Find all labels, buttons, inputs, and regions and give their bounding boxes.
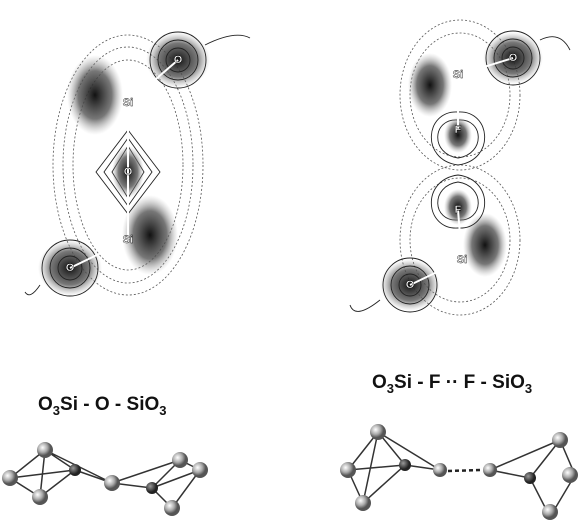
caption-left: O3Si - O - SiO3 xyxy=(38,394,166,418)
density-map-left: O Si O Si O xyxy=(25,32,250,296)
atom-label: O xyxy=(174,54,183,66)
density-map-right: O Si F F Si O xyxy=(350,20,570,315)
molecule-right xyxy=(340,424,578,520)
atom-label: O xyxy=(509,52,518,64)
atom-label: O xyxy=(66,262,75,274)
caption-part: Si - F ·· F - SiO xyxy=(394,372,525,393)
caption-part: O xyxy=(38,394,53,415)
atom-label: F xyxy=(455,124,462,136)
atom-label: O xyxy=(124,166,133,178)
caption-sub: 3 xyxy=(53,403,60,418)
atom-label: O xyxy=(406,279,415,291)
molecule-left xyxy=(2,442,208,516)
atom-label: Si xyxy=(453,69,463,81)
atom-label: Si xyxy=(457,254,467,266)
caption-sub: 3 xyxy=(159,403,166,418)
caption-right: O3Si - F ·· F - SiO3 xyxy=(372,372,532,396)
caption-sub: 3 xyxy=(525,381,532,396)
caption-sub: 3 xyxy=(387,381,394,396)
caption-part: Si - O - SiO xyxy=(60,394,159,415)
atom-label: Si xyxy=(123,97,133,109)
caption-part: O xyxy=(372,372,387,393)
figure: O Si O Si O O Si F F Si O O3Si xyxy=(0,0,579,524)
atom-label: F xyxy=(455,204,462,216)
atom-label: Si xyxy=(123,234,133,246)
